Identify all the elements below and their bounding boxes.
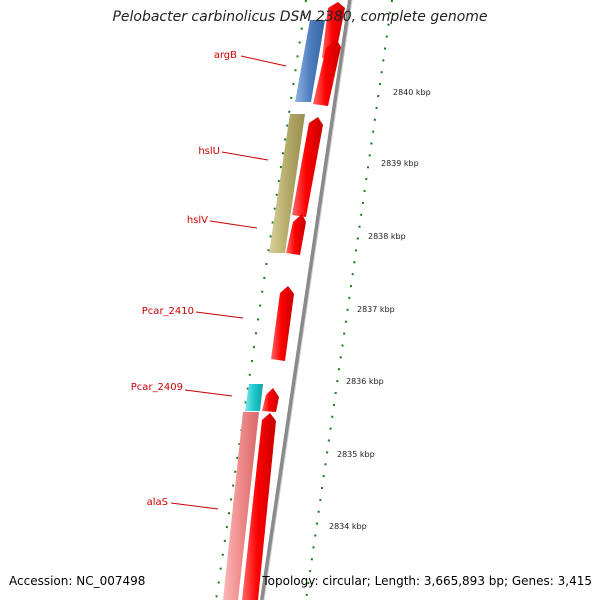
leader-line	[170, 502, 219, 510]
kbp-label: 2837 kbp	[357, 305, 395, 314]
genome-backbone-highlight	[263, 0, 353, 600]
kbp-label: 2835 kbp	[337, 450, 375, 459]
leader-line	[195, 311, 244, 319]
inner-tick-track	[215, 0, 307, 600]
olive-feature	[269, 114, 305, 253]
gene-label-Pcar-2409: Pcar_2409	[131, 382, 183, 393]
outer-tick-track	[305, 0, 393, 600]
gene-label-argB: argB	[214, 50, 237, 61]
kbp-label: 2838 kbp	[368, 232, 406, 241]
kbp-label: 2839 kbp	[381, 159, 419, 168]
cds-feature	[322, 2, 345, 58]
genome-summary-text: Topology: circular; Length: 3,665,893 bp…	[262, 574, 592, 588]
leader-line	[240, 55, 287, 67]
map-title: Pelobacter carbinolicus DSM 2380, comple…	[112, 9, 488, 25]
genome-backbone	[260, 0, 352, 600]
cds-hslU-arrow	[292, 117, 323, 217]
kbp-label: 2840 kbp	[393, 88, 431, 97]
accession-text: Accession: NC_007498	[9, 574, 146, 588]
cds-hslV-arrow	[286, 214, 306, 255]
leader-line	[221, 151, 269, 161]
gene-label-alaS: alaS	[147, 497, 168, 508]
pink-feature	[223, 412, 259, 600]
kbp-label: 2836 kbp	[346, 377, 384, 386]
cds-alaS-arrow	[242, 413, 276, 600]
blue-feature	[295, 20, 325, 102]
cyan-feature	[245, 384, 263, 411]
gene-label-Pcar-2410: Pcar_2410	[142, 306, 194, 317]
leader-line	[209, 220, 258, 229]
leader-line	[184, 389, 233, 397]
cds-Pcar-2409-arrow	[262, 388, 279, 412]
kbp-label: 2834 kbp	[329, 522, 367, 531]
cds-Pcar-2410-arrow	[271, 286, 294, 361]
cds-argB-arrow	[313, 39, 341, 106]
gene-label-hslU: hslU	[198, 146, 220, 157]
gene-label-hslV: hslV	[187, 215, 208, 226]
